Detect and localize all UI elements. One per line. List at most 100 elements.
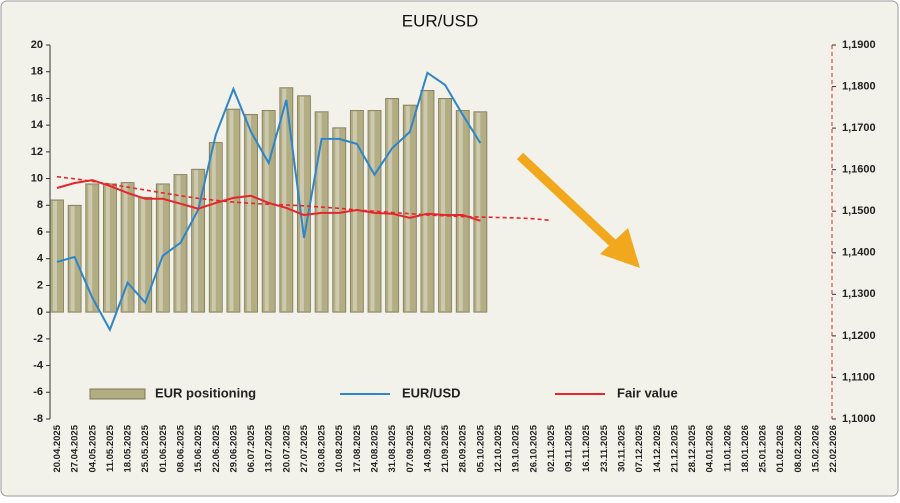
bar-highlight bbox=[335, 128, 340, 312]
y-tick-label: 14 bbox=[31, 119, 44, 131]
bar-highlight bbox=[194, 170, 199, 312]
bar-highlight bbox=[70, 206, 75, 312]
bar-highlight bbox=[105, 184, 110, 312]
x-tick-label: 08.06.2025 bbox=[175, 424, 186, 472]
x-tick-label: 07.12.2025 bbox=[634, 424, 645, 472]
x-tick-label: 15.02.2026 bbox=[811, 425, 822, 473]
x-tick-label: 31.08.2025 bbox=[387, 424, 398, 472]
y-tick-label: -4 bbox=[33, 359, 44, 371]
bar bbox=[279, 87, 294, 313]
x-tick-label: 22.06.2025 bbox=[211, 424, 222, 472]
bar-highlight bbox=[317, 112, 322, 312]
x-tick-label: 20.07.2025 bbox=[281, 424, 292, 472]
bar-highlight bbox=[53, 200, 57, 312]
y-tick-label: -8 bbox=[33, 413, 43, 425]
y2-tick-label: 1,1800 bbox=[842, 80, 876, 92]
x-tick-label: 28.12.2025 bbox=[687, 424, 698, 472]
x-tick-label: 23.11.2025 bbox=[599, 424, 610, 472]
y-tick-label: 8 bbox=[37, 199, 43, 211]
bar bbox=[103, 183, 117, 313]
y2-tick-label: 1,1000 bbox=[842, 413, 876, 425]
bar bbox=[244, 114, 258, 313]
y2-tick-label: 1,1900 bbox=[842, 39, 876, 51]
bar-highlight bbox=[388, 99, 393, 312]
x-tick-label: 04.01.2026 bbox=[705, 425, 716, 473]
bar bbox=[155, 183, 170, 313]
x-tick-label: 26.10.2025 bbox=[528, 424, 539, 472]
y2-tick-label: 1,1100 bbox=[842, 371, 875, 383]
bar-highlight bbox=[405, 106, 410, 312]
x-tick-label: 18.01.2026 bbox=[740, 425, 751, 473]
bar bbox=[420, 90, 435, 313]
bar bbox=[226, 108, 241, 313]
y-tick-label: 12 bbox=[31, 146, 43, 158]
y2-tick-label: 1,1400 bbox=[842, 247, 876, 259]
bar bbox=[85, 183, 100, 313]
x-tick-label: 19.10.2025 bbox=[511, 424, 522, 472]
y-tick-label: 0 bbox=[37, 306, 43, 318]
bar-highlight bbox=[211, 143, 216, 312]
x-tick-label: 01.02.2026 bbox=[775, 425, 786, 473]
bar-highlight bbox=[88, 184, 93, 312]
x-tick-label: 07.09.2025 bbox=[405, 424, 416, 472]
chart-title: EUR/USD bbox=[402, 11, 479, 30]
bar-highlight bbox=[158, 184, 163, 312]
bar-highlight bbox=[264, 111, 269, 312]
x-tick-label: 05.10.2025 bbox=[475, 424, 486, 472]
bar-highlight bbox=[282, 88, 287, 312]
x-tick-label: 10.08.2025 bbox=[334, 424, 345, 472]
y-tick-label: -2 bbox=[33, 333, 43, 345]
x-tick-label: 27.04.2025 bbox=[70, 424, 81, 472]
x-tick-label: 12.10.2025 bbox=[493, 424, 504, 472]
trend-line bbox=[56, 175, 551, 222]
x-tick-label: 03.08.2025 bbox=[317, 424, 328, 472]
y-tick-label: -6 bbox=[33, 386, 43, 398]
x-tick-label: 27.07.2025 bbox=[299, 424, 310, 472]
x-tick-label: 17.08.2025 bbox=[352, 424, 363, 472]
x-tick-label: 14.12.2025 bbox=[652, 424, 663, 472]
bar bbox=[473, 111, 488, 313]
bar bbox=[261, 110, 276, 313]
x-tick-label: 04.05.2025 bbox=[87, 424, 98, 472]
line bbox=[56, 71, 482, 333]
x-tick-label: 01.06.2025 bbox=[158, 424, 169, 472]
x-tick-label: 21.12.2025 bbox=[669, 424, 680, 472]
bar-highlight bbox=[423, 91, 428, 312]
x-tick-label: 25.01.2026 bbox=[758, 425, 769, 473]
y-tick-label: 10 bbox=[31, 172, 43, 184]
bar bbox=[208, 142, 223, 313]
bar-highlight bbox=[229, 110, 234, 312]
x-tick-label: 24.08.2025 bbox=[370, 424, 381, 472]
y2-tick-label: 1,1300 bbox=[842, 288, 876, 300]
x-tick-label: 29.06.2025 bbox=[228, 424, 239, 472]
y-tick-label: 18 bbox=[31, 66, 43, 78]
legend-swatch bbox=[89, 388, 146, 400]
x-tick-label: 06.07.2025 bbox=[246, 424, 257, 472]
x-tick-label: 20.04.2025 bbox=[52, 424, 63, 472]
x-tick-label: 30.11.2025 bbox=[616, 424, 627, 472]
x-tick-label: 18.05.2025 bbox=[123, 424, 134, 472]
bar bbox=[438, 98, 452, 313]
line bbox=[56, 179, 481, 222]
x-tick-label: 09.11.2025 bbox=[564, 424, 575, 472]
trend-arrow bbox=[516, 152, 640, 268]
bar-highlight bbox=[123, 183, 128, 312]
y-tick-label: 20 bbox=[31, 39, 43, 51]
legend-label: EUR/USD bbox=[402, 385, 461, 400]
bar-highlight bbox=[141, 198, 146, 312]
y2-tick-label: 1,1500 bbox=[842, 205, 876, 217]
x-tick-label: 22.02.2026 bbox=[828, 425, 839, 473]
x-tick-label: 14.09.2025 bbox=[422, 424, 433, 472]
x-tick-label: 11.01.2026 bbox=[722, 425, 733, 472]
y2-tick-label: 1,1700 bbox=[842, 122, 876, 134]
bar bbox=[138, 196, 153, 313]
y2-tick-label: 1,1600 bbox=[842, 164, 876, 176]
bar bbox=[402, 104, 417, 313]
bar-highlight bbox=[458, 111, 463, 312]
y-tick-label: 4 bbox=[37, 253, 44, 265]
x-tick-label: 02.11.2025 bbox=[546, 424, 557, 472]
bar bbox=[332, 127, 347, 313]
x-tick-label: 08.02.2026 bbox=[793, 425, 804, 473]
legend-label: EUR positioning bbox=[155, 385, 256, 400]
